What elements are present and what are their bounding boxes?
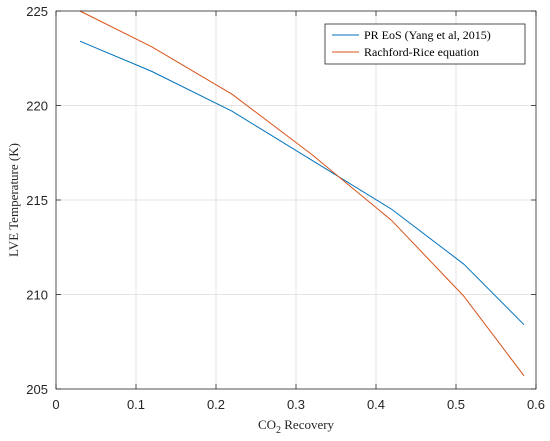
legend-label-pr-eos: PR EoS (Yang et al, 2015) [364, 28, 491, 42]
x-tick-label: 0.3 [287, 397, 305, 412]
y-tick-label: 220 [26, 99, 48, 114]
axis-ticks [55, 10, 537, 390]
series-layer [79, 10, 525, 377]
x-tick-label: 0.4 [367, 397, 385, 412]
series-line-0 [79, 40, 525, 326]
y-axis-title: LVE Temperature (K) [6, 143, 21, 257]
series-line-1 [79, 10, 525, 377]
y-tick-label: 215 [26, 193, 48, 208]
legend: PR EoS (Yang et al, 2015) Rachford-Rice … [324, 23, 526, 65]
x-axis-title: CO2 Recovery [258, 417, 335, 436]
x-tick-label: 0.2 [207, 397, 225, 412]
x-tick-label: 0.1 [127, 397, 145, 412]
y-tick-labels: 205 210 215 220 225 [26, 4, 48, 397]
x-tick-label: 0.6 [527, 397, 545, 412]
legend-label-rachford-rice: Rachford-Rice equation [364, 45, 479, 59]
y-tick-label: 225 [26, 4, 48, 19]
x-tick-labels: 0 0.1 0.2 0.3 0.4 0.5 0.6 [52, 397, 545, 412]
y-tick-label: 205 [26, 382, 48, 397]
y-tick-label: 210 [26, 288, 48, 303]
x-tick-label: 0.5 [447, 397, 465, 412]
x-tick-label: 0 [52, 397, 59, 412]
grid-lines [56, 11, 536, 389]
legend-box [324, 23, 526, 65]
